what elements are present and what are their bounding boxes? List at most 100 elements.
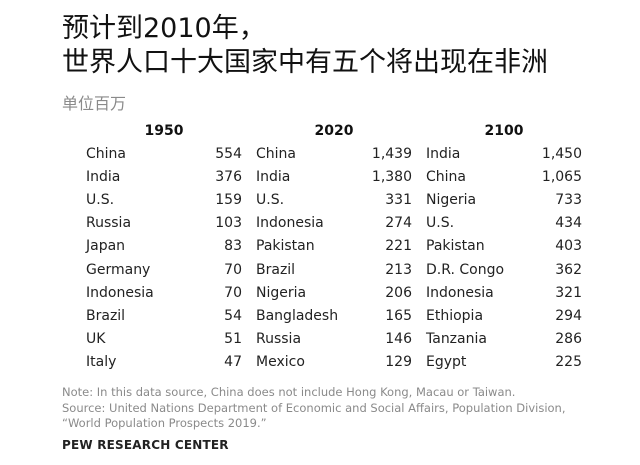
country-name: India <box>86 168 121 185</box>
table-rows: China 554 India 376 U.S. 159 Russia 103 Japan 83 G… <box>86 142 242 374</box>
table-row: Tanzania 286 <box>426 328 582 351</box>
country-name: Brazil <box>86 307 126 324</box>
country-name: Ethiopia <box>426 307 484 324</box>
table-row: Bangladesh 165 <box>256 304 412 327</box>
table-row: India 1,380 <box>256 165 412 188</box>
country-name: Indonesia <box>86 284 154 301</box>
country-name: Japan <box>86 238 126 255</box>
population-value: 286 <box>555 331 582 348</box>
population-value: 70 <box>224 284 242 301</box>
table-row: Indonesia 70 <box>86 281 242 304</box>
population-value: 554 <box>215 145 242 162</box>
country-name: India <box>256 168 291 185</box>
country-name: Russia <box>86 215 132 232</box>
table-row: Japan 83 <box>86 235 242 258</box>
country-name: U.S. <box>256 191 285 208</box>
population-value: 321 <box>555 284 582 301</box>
country-name: China <box>86 145 126 162</box>
population-value: 159 <box>215 191 242 208</box>
table-1950: 1950 China 554 India 376 U.S. 159 Russia 103 Jap… <box>86 122 242 374</box>
table-row: Mexico 129 <box>256 351 412 374</box>
table-row: U.S. 159 <box>86 188 242 211</box>
country-name: India <box>426 145 461 162</box>
table-row: Ethiopia 294 <box>426 304 582 327</box>
country-name: Mexico <box>256 354 305 371</box>
table-row: India 376 <box>86 165 242 188</box>
table-rows: India 1,450 China 1,065 Nigeria 733 U.S. 434 Pak… <box>426 142 582 374</box>
population-value: 274 <box>385 215 412 232</box>
column-header-year: 2100 <box>484 123 524 139</box>
population-value: 1,065 <box>541 168 582 185</box>
table-row: D.R. Congo 362 <box>426 258 582 281</box>
publisher-credit: PEW RESEARCH CENTER <box>62 438 229 452</box>
table-rows: China 1,439 India 1,380 U.S. 331 Indonesia 274 P… <box>256 142 412 374</box>
country-name: Egypt <box>426 354 467 371</box>
table-row: Nigeria 206 <box>256 281 412 304</box>
population-value: 1,439 <box>371 145 412 162</box>
table-row: Italy 47 <box>86 351 242 374</box>
table-row: Pakistan 221 <box>256 235 412 258</box>
population-value: 225 <box>555 354 582 371</box>
chart-notes: Note: In this data source, China does no… <box>62 385 566 432</box>
country-name: Nigeria <box>256 284 307 301</box>
table-row: Russia 146 <box>256 328 412 351</box>
table-row: Indonesia 321 <box>426 281 582 304</box>
country-name: Nigeria <box>426 191 477 208</box>
population-value: 213 <box>385 261 412 278</box>
population-value: 83 <box>224 238 242 255</box>
table-row: Indonesia 274 <box>256 212 412 235</box>
population-value: 733 <box>555 191 582 208</box>
country-name: Tanzania <box>426 331 487 348</box>
population-value: 221 <box>385 238 412 255</box>
population-value: 376 <box>215 168 242 185</box>
country-name: Pakistan <box>256 238 315 255</box>
column-header-year: 2020 <box>314 123 354 139</box>
population-value: 1,450 <box>541 145 582 162</box>
population-value: 294 <box>555 307 582 324</box>
country-name: Brazil <box>256 261 296 278</box>
table-row: Egypt 225 <box>426 351 582 374</box>
country-name: U.S. <box>426 215 455 232</box>
column-header-year: 1950 <box>144 123 184 139</box>
chart-title: 预计到2010年， 世界人口十大国家中有五个将出现在非洲 <box>62 12 548 80</box>
country-name: Pakistan <box>426 238 485 255</box>
title-line-1: 预计到2010年， <box>62 13 266 44</box>
table-row: China 1,065 <box>426 165 582 188</box>
table-row: China 554 <box>86 142 242 165</box>
country-name: D.R. Congo <box>426 261 505 278</box>
table-2020: 2020 China 1,439 India 1,380 U.S. 331 Indonesi… <box>256 122 412 374</box>
population-value: 103 <box>215 215 242 232</box>
population-value: 146 <box>385 331 412 348</box>
note-text: Note: In this data source, China does no… <box>62 385 516 399</box>
title-line-2: 世界人口十大国家中有五个将出现在非洲 <box>62 47 548 78</box>
population-value: 403 <box>555 238 582 255</box>
table-row: Russia 103 <box>86 212 242 235</box>
population-value: 1,380 <box>371 168 412 185</box>
country-name: Russia <box>256 331 302 348</box>
country-name: Bangladesh <box>256 307 339 324</box>
source-text: Source: United Nations Department of Eco… <box>62 400 566 415</box>
table-row: China 1,439 <box>256 142 412 165</box>
table-row: U.S. 331 <box>256 188 412 211</box>
country-name: China <box>426 168 466 185</box>
source-text-continued: “World Population Prospects 2019.” <box>62 416 267 430</box>
table-row: Brazil 213 <box>256 258 412 281</box>
population-value: 70 <box>224 261 242 278</box>
table-row: Brazil 54 <box>86 304 242 327</box>
country-name: Indonesia <box>426 284 494 301</box>
table-row: Pakistan 403 <box>426 235 582 258</box>
country-name: Italy <box>86 354 117 371</box>
population-value: 331 <box>385 191 412 208</box>
population-value: 434 <box>555 215 582 232</box>
table-row: Nigeria 733 <box>426 188 582 211</box>
table-row: UK 51 <box>86 328 242 351</box>
country-name: U.S. <box>86 191 115 208</box>
population-value: 362 <box>555 261 582 278</box>
population-value: 47 <box>224 354 242 371</box>
population-value: 165 <box>385 307 412 324</box>
country-name: UK <box>86 331 106 348</box>
table-2100: 2100 India 1,450 China 1,065 Nigeria 733 U.S. 4… <box>426 122 582 374</box>
population-value: 51 <box>224 331 242 348</box>
table-row: India 1,450 <box>426 142 582 165</box>
chart-subtitle: 单位百万 <box>62 94 127 113</box>
